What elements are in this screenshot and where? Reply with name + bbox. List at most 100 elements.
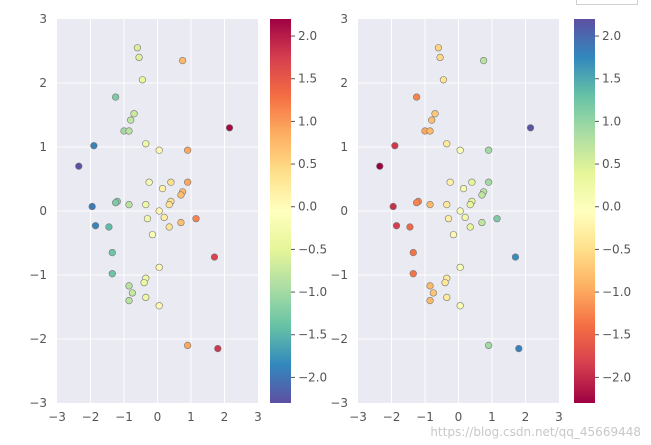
data-point (143, 215, 152, 223)
data-point (160, 213, 168, 221)
x-tick-label: −1 (115, 410, 133, 424)
corner-frame (576, 0, 638, 5)
data-point (429, 289, 437, 297)
data-point (446, 178, 454, 186)
data-point (105, 223, 113, 231)
data-point (155, 302, 163, 310)
data-point (439, 76, 448, 84)
data-point (468, 178, 476, 186)
watermark: https://blog.csdn.net/qq_45669448 (430, 425, 641, 439)
data-point (214, 345, 222, 353)
data-point (165, 223, 173, 231)
data-point (444, 215, 453, 223)
colorbar-tick-label: −1.5 (602, 328, 631, 342)
data-point (428, 116, 436, 124)
data-point (112, 93, 120, 101)
data-point (436, 53, 444, 62)
data-point (177, 218, 185, 227)
data-point (389, 202, 397, 211)
data-point (461, 213, 469, 221)
data-point (155, 207, 163, 215)
y-tick-label: 3 (39, 12, 47, 26)
x-tick-label: 1 (187, 410, 195, 424)
data-point (88, 202, 96, 211)
data-point (391, 142, 399, 150)
data-point (443, 201, 451, 209)
data-point (449, 231, 458, 239)
y-tick-label: 1 (340, 140, 348, 154)
data-point (128, 289, 136, 297)
data-point (75, 162, 83, 170)
x-tick-label: −1 (416, 410, 434, 424)
colorbar-tick-label: 1.5 (298, 72, 317, 86)
colorbar-gradient (270, 19, 291, 403)
data-point (108, 270, 116, 278)
data-point (478, 191, 486, 199)
data-point (177, 191, 185, 199)
y-tick-label: 3 (340, 12, 348, 26)
data-point (127, 116, 135, 124)
data-point (456, 146, 464, 154)
data-point (376, 162, 384, 170)
colorbar-tick-label: 2.0 (298, 29, 317, 43)
data-point (480, 56, 488, 65)
y-tick-label: 0 (340, 204, 348, 218)
data-point (184, 146, 192, 154)
data-point (392, 222, 401, 230)
y-tick-label: 1 (39, 140, 47, 154)
data-point (133, 44, 141, 52)
data-point (225, 124, 234, 132)
data-point (155, 146, 163, 154)
data-point (443, 140, 451, 148)
colorbar-right: 2.0 1.5 1.0 0.5 0.0 −0.5 −1.0 −1.5 −2.0 (574, 19, 631, 403)
data-point (184, 341, 192, 350)
colorbar-tick-label: −0.5 (602, 242, 631, 256)
data-point (426, 282, 434, 290)
colorbar-tick-label: −1.0 (298, 285, 327, 299)
colorbar-tick-label: 2.0 (602, 29, 621, 43)
colorbar-tick-label: −2.0 (298, 370, 327, 384)
colorbar-tick-label: 1.0 (298, 114, 317, 128)
colorbar-tick-label: 0.0 (602, 200, 621, 214)
x-tick-label: 3 (254, 410, 262, 424)
data-point (148, 231, 157, 239)
data-point (466, 201, 474, 209)
data-point (526, 124, 535, 132)
data-point (125, 297, 133, 305)
data-point (165, 201, 173, 209)
data-point (456, 263, 464, 271)
data-point (459, 185, 468, 193)
data-point (112, 199, 120, 207)
x-tick-label: 2 (221, 410, 229, 424)
data-point (493, 215, 501, 223)
data-point (138, 76, 147, 84)
x-tick-label: 3 (555, 410, 563, 424)
data-point (426, 297, 434, 305)
data-point (456, 207, 464, 215)
data-point (478, 218, 486, 227)
data-point (135, 53, 143, 62)
x-tick-label: −3 (48, 410, 66, 424)
colorbar-tick-label: 1.0 (602, 114, 621, 128)
scatter-plot-left: −3 −2 −1 0 1 2 3 −3 −2 −1 0 1 2 3 (29, 12, 262, 424)
colorbar-tick-label: 0.5 (602, 157, 621, 171)
x-tick-label: −2 (383, 410, 401, 424)
scatter-plot-right: −3 −2 −1 0 1 2 3 −3 −2 −1 0 1 2 3 (330, 12, 563, 424)
y-tick-label: −2 (330, 332, 348, 346)
data-point (125, 282, 133, 290)
colorbar-tick-label: 0.5 (298, 157, 317, 171)
data-point (485, 146, 493, 154)
data-point (456, 302, 464, 310)
x-tick-label: 2 (522, 410, 530, 424)
data-point (130, 110, 138, 118)
data-point (431, 110, 439, 118)
y-tick-label: 2 (39, 76, 47, 90)
data-point (167, 178, 175, 186)
data-point (511, 253, 520, 261)
data-point (142, 201, 150, 209)
colorbar-tick-label: −1.5 (298, 328, 327, 342)
y-tick-label: −2 (29, 332, 47, 346)
data-point (155, 263, 163, 271)
data-point (125, 201, 133, 209)
data-point (426, 201, 434, 209)
